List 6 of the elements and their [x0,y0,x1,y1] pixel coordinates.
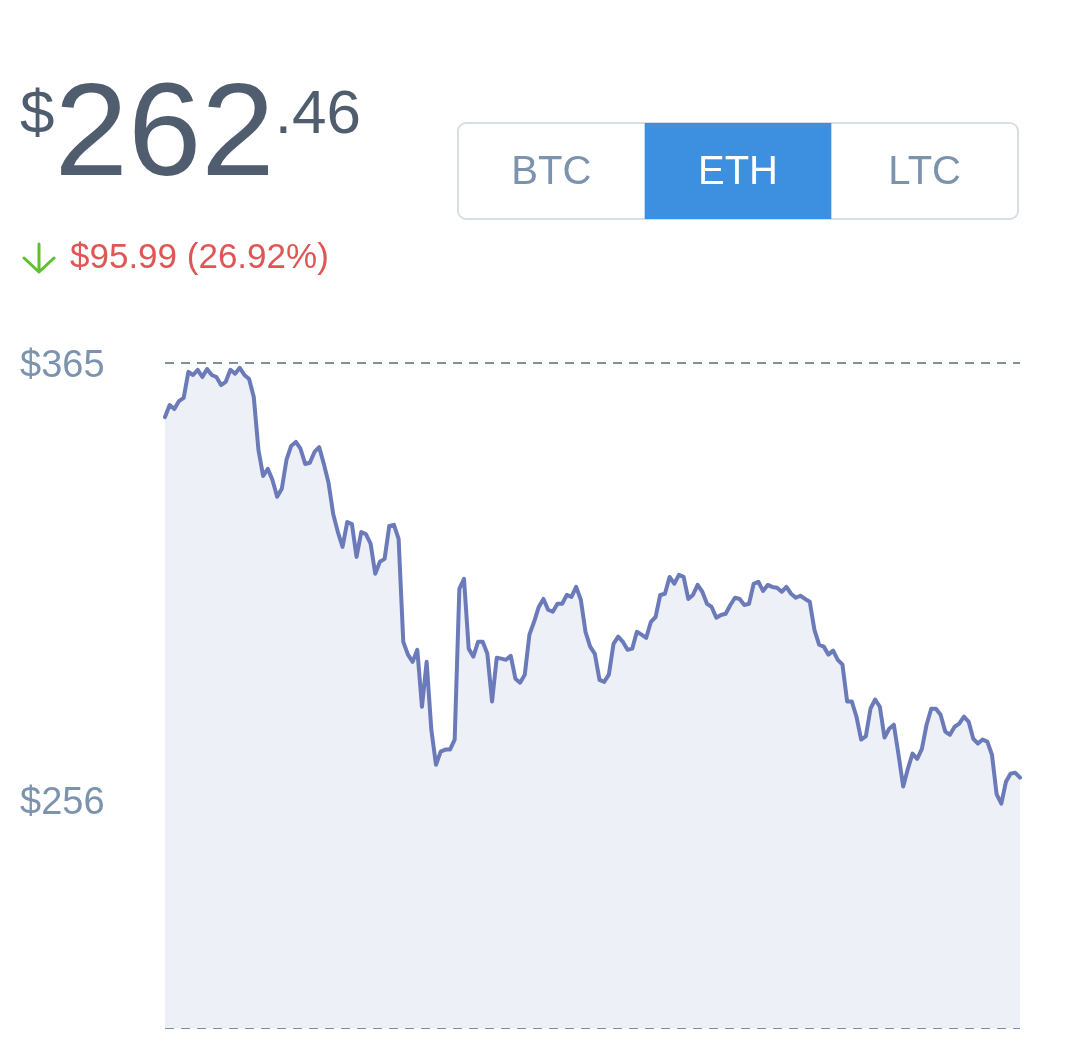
text: ETH [698,148,778,192]
chart-subtitle: $95.99 (26.92%) [70,236,329,275]
text: BTC [511,148,592,192]
y-tick-label: $365 [20,343,105,386]
y-tick-label: $256 [20,779,105,822]
text: LTC [888,148,961,192]
